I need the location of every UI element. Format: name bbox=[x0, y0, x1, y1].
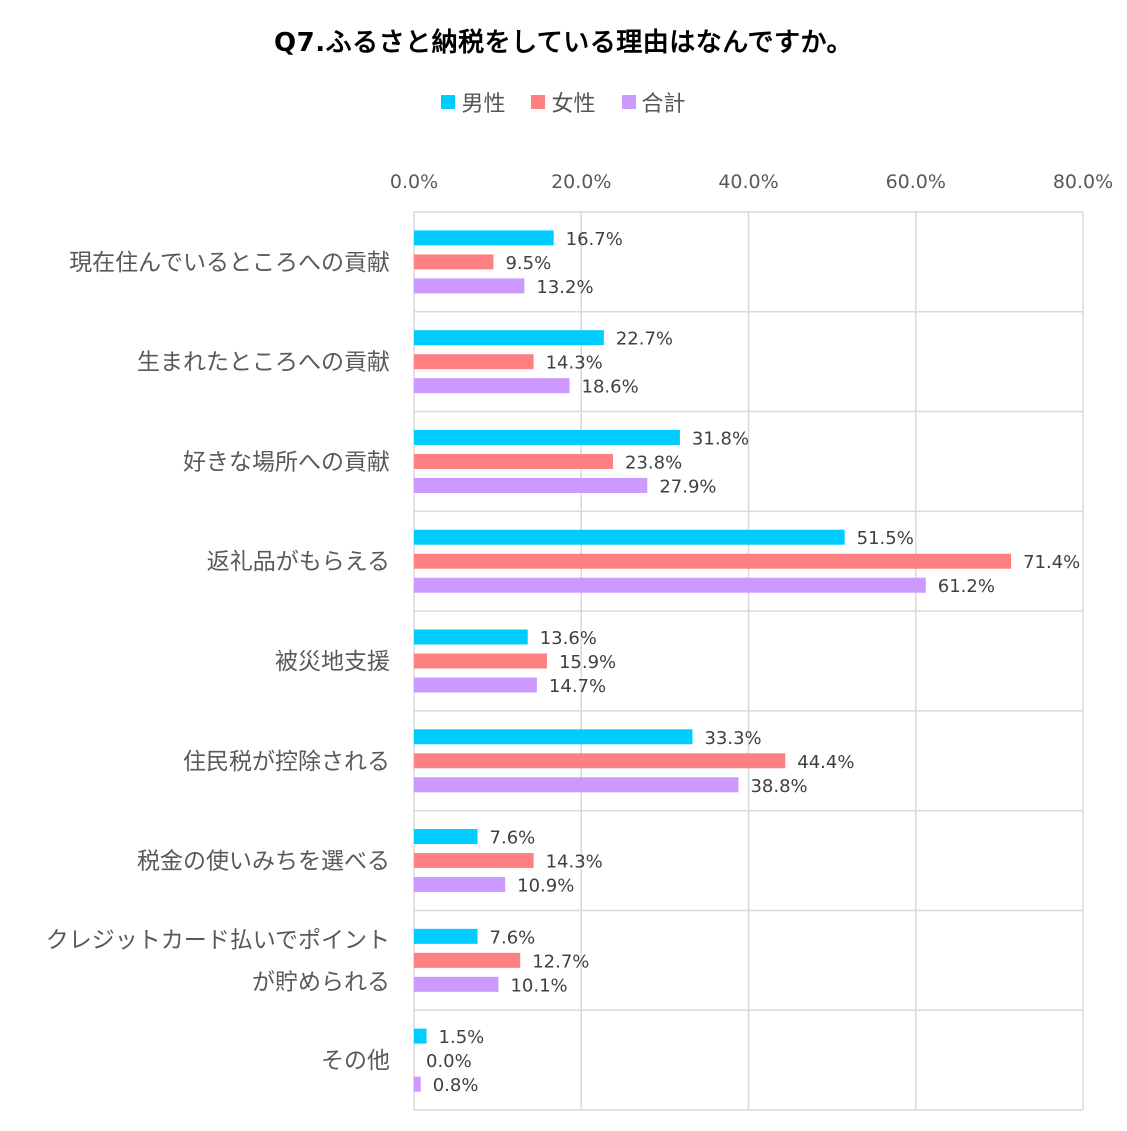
x-tick-label: 60.0% bbox=[886, 171, 946, 193]
legend: 男性 女性 合計 bbox=[0, 86, 1127, 118]
data-label: 0.8% bbox=[433, 1075, 479, 1096]
legend-label-female: 女性 bbox=[551, 92, 596, 117]
bar-total bbox=[414, 677, 537, 693]
data-label: 14.7% bbox=[549, 676, 606, 697]
bar-male bbox=[414, 629, 528, 645]
data-label: 27.9% bbox=[659, 476, 716, 497]
data-label: 44.4% bbox=[797, 752, 854, 773]
bar-total bbox=[414, 777, 739, 793]
category-label: その他 bbox=[321, 1048, 390, 1074]
data-label: 12.7% bbox=[532, 951, 589, 972]
data-label: 51.5% bbox=[857, 528, 914, 549]
category-label: 税金の使いみちを選べる bbox=[137, 849, 390, 875]
data-label: 10.1% bbox=[510, 975, 567, 996]
data-label: 23.8% bbox=[625, 452, 682, 473]
bar-female bbox=[414, 453, 614, 469]
data-label: 10.9% bbox=[517, 876, 574, 897]
data-label: 22.7% bbox=[616, 329, 673, 350]
bar-male bbox=[414, 928, 478, 944]
legend-swatch-female bbox=[531, 95, 546, 109]
bar-male bbox=[414, 330, 604, 346]
bar-total bbox=[414, 976, 499, 992]
bar-total bbox=[414, 378, 570, 394]
data-label: 33.3% bbox=[704, 728, 761, 749]
data-label: 38.8% bbox=[750, 776, 807, 797]
data-label: 7.6% bbox=[490, 927, 536, 948]
bar-male bbox=[414, 429, 680, 445]
bar-male bbox=[414, 829, 478, 845]
category-label: 現在住んでいるところへの貢献 bbox=[69, 250, 390, 276]
bar-female bbox=[414, 354, 534, 370]
bar-female bbox=[414, 952, 521, 968]
legend-item-female: 女性 bbox=[531, 86, 596, 118]
data-label: 7.6% bbox=[490, 828, 536, 849]
x-tick-label: 80.0% bbox=[1053, 171, 1113, 193]
data-label: 1.5% bbox=[439, 1027, 485, 1048]
bar-total bbox=[414, 1076, 421, 1092]
bar-female bbox=[414, 753, 786, 769]
bar-female bbox=[414, 853, 534, 869]
category-label: 返礼品がもらえる bbox=[207, 549, 390, 575]
chart-title: Q7.ふるさと納税をしている理由はなんですか。 bbox=[274, 28, 853, 58]
legend-swatch-male bbox=[441, 95, 456, 109]
bar-total bbox=[414, 278, 525, 294]
data-label: 9.5% bbox=[505, 253, 551, 274]
x-tick-label: 0.0% bbox=[390, 171, 438, 193]
bar-male bbox=[414, 1028, 427, 1044]
data-label: 13.2% bbox=[536, 277, 593, 298]
data-label: 31.8% bbox=[692, 428, 749, 449]
legend-swatch-total bbox=[621, 95, 636, 109]
legend-item-male: 男性 bbox=[441, 86, 505, 118]
bar-total bbox=[414, 477, 648, 493]
legend-label-total: 合計 bbox=[641, 92, 686, 117]
bar-total bbox=[414, 877, 506, 893]
bar-female bbox=[414, 553, 1012, 569]
bar-female bbox=[414, 254, 494, 270]
data-label: 18.6% bbox=[582, 377, 639, 398]
bar-female bbox=[414, 653, 547, 669]
category-label: クレジットカード払いでポイントが貯められる bbox=[46, 927, 390, 995]
bar-male bbox=[414, 729, 693, 745]
data-label: 14.3% bbox=[546, 852, 603, 873]
x-tick-label: 40.0% bbox=[718, 171, 778, 193]
data-label: 15.9% bbox=[559, 652, 616, 673]
data-label: 61.2% bbox=[938, 576, 995, 597]
category-label: 被災地支援 bbox=[275, 649, 390, 675]
data-label: 16.7% bbox=[566, 229, 623, 250]
bar-total bbox=[414, 577, 926, 593]
bar-male bbox=[414, 230, 554, 246]
x-tick-label: 20.0% bbox=[551, 171, 611, 193]
bar-male bbox=[414, 529, 845, 545]
category-label: 生まれたところへの貢献 bbox=[137, 350, 390, 376]
category-label: 住民税が控除される bbox=[183, 749, 390, 775]
legend-label-male: 男性 bbox=[461, 92, 506, 117]
data-label: 13.6% bbox=[540, 628, 597, 649]
data-label: 71.4% bbox=[1023, 552, 1080, 573]
data-label: 0.0% bbox=[426, 1051, 472, 1072]
legend-item-total: 合計 bbox=[621, 86, 686, 118]
category-label: 好きな場所への貢献 bbox=[183, 449, 390, 475]
data-label: 14.3% bbox=[546, 353, 603, 374]
